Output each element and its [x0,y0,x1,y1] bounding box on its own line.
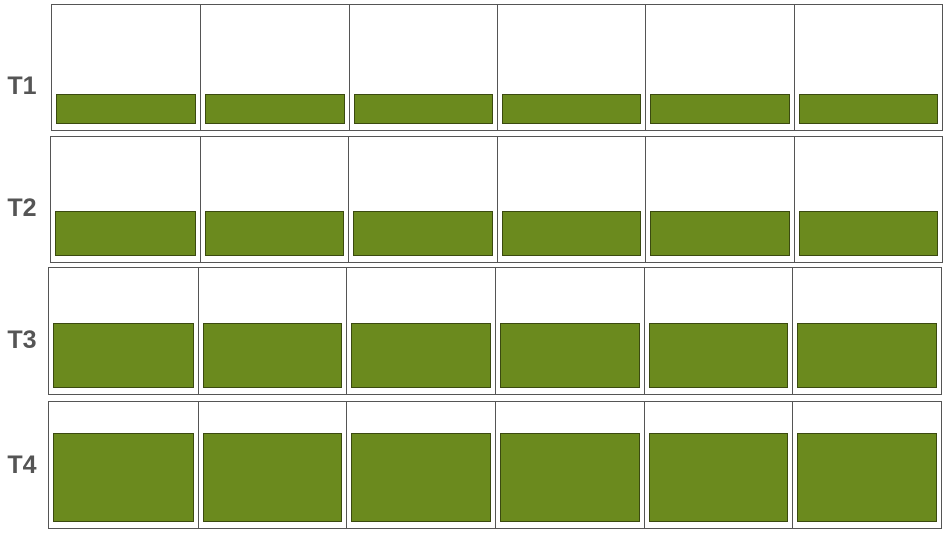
cell-t2-1 [51,137,200,262]
fill-level-t1-2 [205,94,345,124]
fill-level-t2-2 [204,211,344,256]
fill-level-t4-6 [797,433,937,522]
fill-level-t2-5 [650,211,790,256]
cell-t4-2 [197,402,347,528]
fill-level-t1-1 [56,94,197,124]
cell-t3-5 [643,268,793,394]
fill-level-t4-2 [202,433,343,522]
cell-t3-3 [346,268,495,394]
cell-t2-6 [793,137,943,262]
cell-t3-1 [49,268,198,394]
fill-level-t4-5 [648,433,789,522]
cell-t2-4 [496,137,646,262]
fill-level-t2-4 [501,211,641,256]
fill-level-t1-5 [650,94,790,124]
cell-t4-1 [49,402,198,528]
cell-t4-5 [643,402,793,528]
fill-level-t3-2 [202,323,343,388]
fill-level-t1-6 [798,94,938,124]
cell-t2-3 [348,137,497,262]
fill-level-t4-1 [53,433,194,522]
cell-t3-4 [495,268,644,394]
fill-level-t3-6 [797,323,937,388]
cell-t1-2 [200,5,348,130]
fill-level-t3-1 [53,323,194,388]
cell-t1-4 [497,5,645,130]
row-frame-t2 [50,136,943,263]
fill-level-t3-4 [500,323,640,388]
cell-t2-2 [199,137,349,262]
cell-t2-5 [645,137,794,262]
row-label-t4: T4 [7,451,37,479]
cell-t1-6 [793,5,942,130]
cell-t4-4 [495,402,644,528]
cell-t3-6 [792,268,941,394]
cell-t1-1 [52,5,200,130]
fill-level-t2-6 [798,211,938,256]
fill-level-t4-3 [351,433,491,522]
row-frame-t3 [48,267,942,395]
fill-level-t3-5 [648,323,789,388]
cell-t1-3 [348,5,497,130]
cell-t1-5 [645,5,793,130]
cell-t3-2 [197,268,347,394]
fill-level-t1-4 [502,94,642,124]
fill-level-t4-4 [500,433,640,522]
fill-level-t2-1 [55,211,196,256]
row-label-t2: T2 [7,194,37,222]
cell-t4-3 [346,402,495,528]
row-frame-t1 [51,4,943,131]
fill-level-t1-3 [353,94,493,124]
row-label-t3: T3 [7,326,37,354]
cell-t4-6 [792,402,941,528]
row-label-t1: T1 [7,72,37,100]
row-frame-t4 [48,401,942,529]
fill-level-t2-3 [353,211,493,256]
fill-level-t3-3 [351,323,491,388]
